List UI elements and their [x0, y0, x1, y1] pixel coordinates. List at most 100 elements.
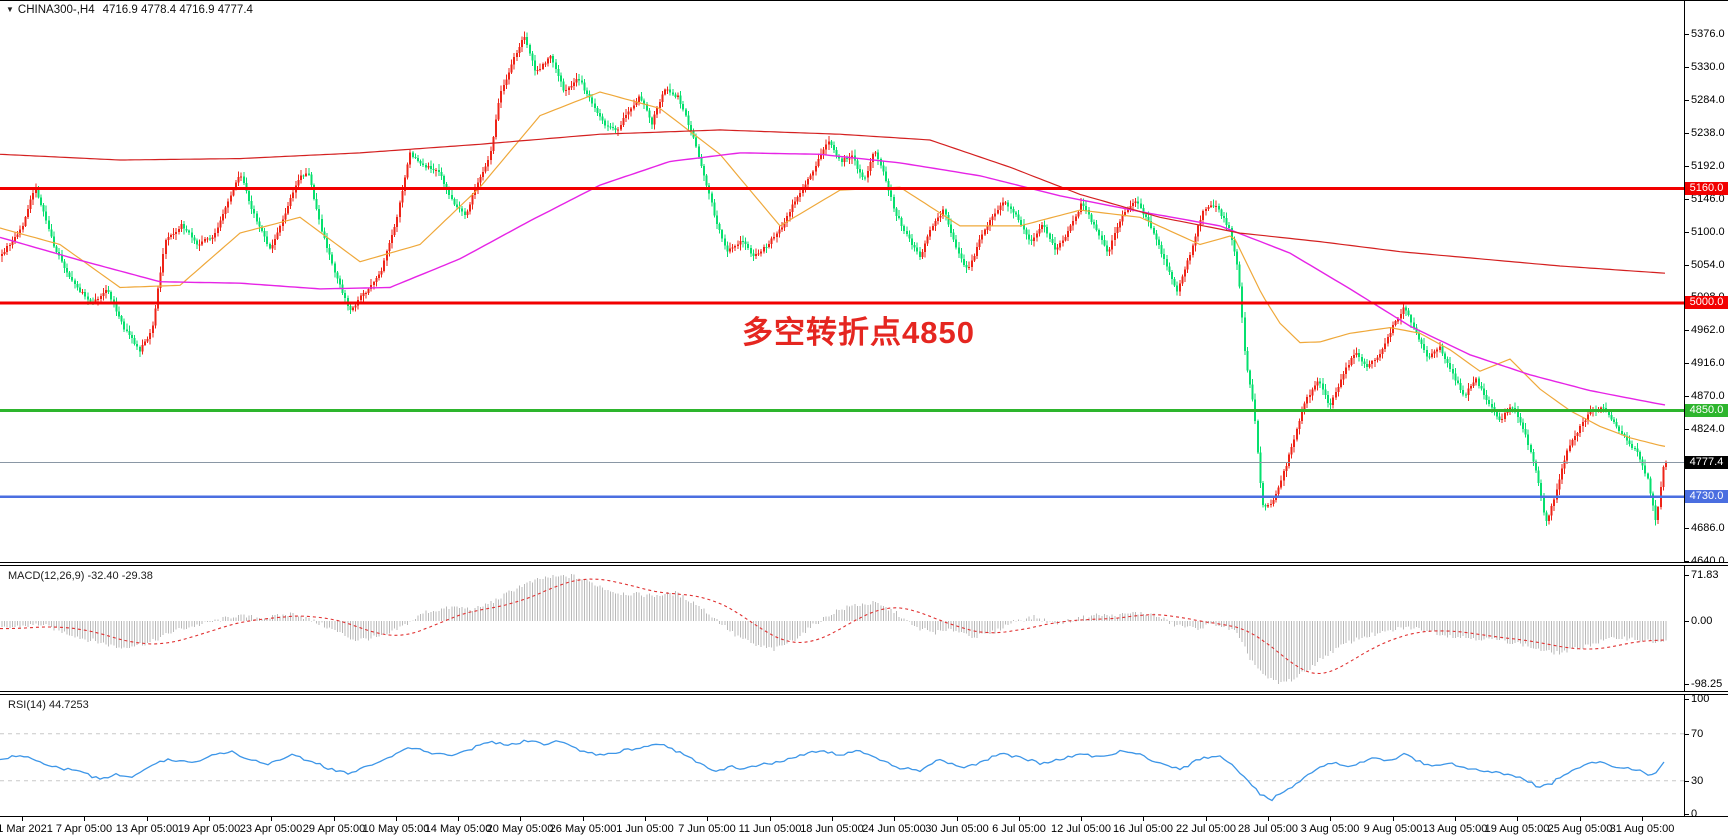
price-tick: [1684, 232, 1689, 233]
time-tick: [22, 817, 23, 821]
time-tick-label: 18 Jun 05:00: [800, 823, 864, 835]
time-tick-label: 23 Apr 05:00: [239, 823, 303, 835]
time-tick: [1517, 817, 1518, 821]
time-tick: [1268, 817, 1269, 821]
time-tick: [334, 817, 335, 821]
macd-panel: [0, 566, 1684, 692]
time-tick: [396, 817, 397, 821]
price-tick-label: 4916.0: [1691, 357, 1725, 369]
price-tick-label: 5376.0: [1691, 28, 1725, 40]
time-tick-label: 22 Jul 05:00: [1176, 823, 1236, 835]
macd-tick: [1684, 575, 1689, 576]
time-tick-label: 25 Aug 05:00: [1547, 823, 1613, 835]
macd-plot: [0, 573, 1667, 684]
rsi-tick: [1684, 699, 1689, 700]
time-tick: [1330, 817, 1331, 821]
time-tick: [894, 817, 895, 821]
time-tick-label: 16 Jul 05:00: [1113, 823, 1173, 835]
rsi-panel: [0, 695, 1684, 816]
time-tick: [1143, 817, 1144, 821]
time-tick: [832, 817, 833, 821]
time-tick: [1580, 817, 1581, 821]
panel-separator-macd[interactable]: [0, 562, 1728, 566]
time-tick-label: 29 Apr 05:00: [302, 823, 366, 835]
price-tick: [1684, 34, 1689, 35]
rsi-tick-label: 30: [1691, 775, 1704, 787]
candlestick-plot: [0, 31, 1684, 526]
macd-label: MACD(12,26,9) -32.40 -29.38: [8, 570, 153, 582]
time-tick-label: 11 Jun 05:00: [738, 823, 802, 835]
price-tick: [1684, 199, 1689, 200]
price-chart-panel: [0, 1, 1684, 563]
price-tick: [1684, 363, 1689, 364]
price-tick-label: 4824.0: [1691, 423, 1725, 435]
time-tick-label: 20 May 05:00: [486, 823, 554, 835]
time-tick-label: 7 Apr 05:00: [55, 823, 113, 835]
axis-border: [1684, 1, 1685, 816]
price-tick-label: 5284.0: [1691, 94, 1725, 106]
time-tick-label: 14 May 05:00: [424, 823, 492, 835]
price-tick-label: 5330.0: [1691, 61, 1725, 73]
macd-tick-label: -98.25: [1691, 678, 1723, 690]
time-tick-label: 26 May 05:00: [549, 823, 617, 835]
time-tick-label: 13 Aug 05:00: [1422, 823, 1488, 835]
time-tick-label: 6 Jul 05:00: [992, 823, 1046, 835]
price-tick: [1684, 166, 1689, 167]
time-tick: [458, 817, 459, 821]
time-tick: [84, 817, 85, 821]
price-tick-label: 5054.0: [1691, 259, 1725, 271]
price-tick-label: 5238.0: [1691, 127, 1725, 139]
annotation-text: 多空转折点4850: [742, 315, 975, 350]
price-tick: [1684, 100, 1689, 101]
price-level-badge: 4850.0: [1685, 404, 1728, 417]
price-tick: [1684, 67, 1689, 68]
macd-tick: [1684, 684, 1689, 685]
time-tick-label: 19 Aug 05:00: [1484, 823, 1550, 835]
time-tick: [1206, 817, 1207, 821]
chevron-down-icon[interactable]: ▼: [6, 5, 14, 14]
time-tick: [147, 817, 148, 821]
rsi-label: RSI(14) 44.7253: [8, 699, 89, 711]
symbol-timeframe-label: CHINA300-,H4: [17, 4, 95, 16]
rsi-tick-label: 100: [1691, 693, 1710, 705]
ohlc-values: 4716.9 4778.4 4716.9 4777.4: [102, 4, 253, 16]
price-level-badge: 4777.4: [1685, 456, 1728, 469]
chart-title: ▼ CHINA300-,H4 4716.9 4778.4 4716.9 4777.4: [6, 4, 253, 16]
rsi-tick-label: 70: [1691, 728, 1704, 740]
rsi-plot: [0, 733, 1684, 802]
time-tick: [1455, 817, 1456, 821]
price-tick-label: 5100.0: [1691, 226, 1725, 238]
price-tick-label: 4686.0: [1691, 522, 1725, 534]
price-level-badge: 4730.0: [1685, 490, 1728, 503]
time-tick-label: 30 Jun 05:00: [925, 823, 989, 835]
time-tick-label: 19 Apr 05:00: [177, 823, 241, 835]
time-tick: [1081, 817, 1082, 821]
time-tick: [1393, 817, 1394, 821]
time-tick-label: 9 Aug 05:00: [1363, 823, 1423, 835]
rsi-tick: [1684, 814, 1689, 815]
price-tick: [1684, 561, 1689, 562]
time-tick-label: 24 Jun 05:00: [862, 823, 926, 835]
time-tick-label: 31 Mar 2021: [0, 823, 53, 835]
price-tick: [1684, 330, 1689, 331]
time-tick: [209, 817, 210, 821]
time-tick-label: 1 Jun 05:00: [616, 823, 674, 835]
time-tick: [271, 817, 272, 821]
macd-tick: [1684, 621, 1689, 622]
price-tick-label: 5192.0: [1691, 160, 1725, 172]
time-tick: [1019, 817, 1020, 821]
price-tick-label: 4962.0: [1691, 324, 1725, 336]
time-tick: [1642, 817, 1643, 821]
time-tick: [645, 817, 646, 821]
price-tick-label: 4870.0: [1691, 390, 1725, 402]
time-tick: [707, 817, 708, 821]
price-tick: [1684, 133, 1689, 134]
time-tick-label: 31 Aug 05:00: [1609, 823, 1675, 835]
panel-separator-rsi[interactable]: [0, 691, 1728, 695]
time-tick-label: 7 Jun 05:00: [678, 823, 736, 835]
rsi-tick-label: 0: [1691, 808, 1698, 820]
price-tick-label: 5146.0: [1691, 193, 1725, 205]
time-tick-label: 12 Jul 05:00: [1051, 823, 1111, 835]
